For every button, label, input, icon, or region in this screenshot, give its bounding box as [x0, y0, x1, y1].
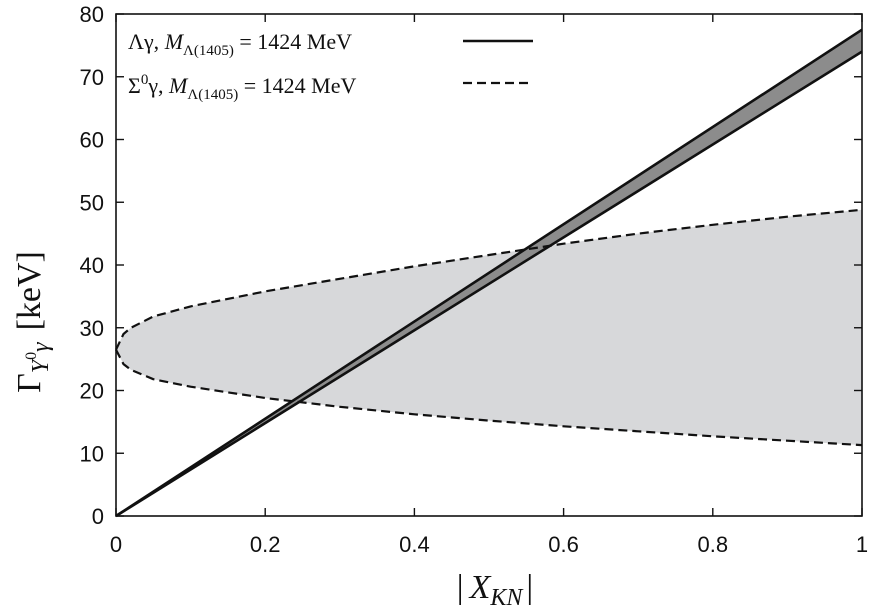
series-lines — [115, 28, 863, 518]
y-tick-label: 0 — [92, 504, 104, 529]
x-tick-label: 0.6 — [548, 532, 579, 557]
y-tick-label: 20 — [80, 379, 104, 404]
legend-entry-lambda-gamma: Λγ, MΛ(1405) = 1424 MeV — [128, 29, 352, 59]
legend-entry-sigma-gamma: Σ0γ, MΛ(1405) = 1424 MeV — [128, 72, 356, 103]
y-tick-label: 80 — [80, 2, 104, 27]
y-tick-label: 70 — [80, 65, 104, 90]
x-tick-label: 0.2 — [250, 532, 281, 557]
y-tick-label: 40 — [80, 253, 104, 278]
y-tick-label: 30 — [80, 316, 104, 341]
y-axis-title: ΓY0γ[keV] — [11, 251, 54, 393]
series-1-lower-line — [115, 349, 863, 447]
x-tick-label: 0.4 — [399, 532, 430, 557]
series-1-upper-line — [115, 208, 863, 351]
series-0-lower-line — [115, 50, 863, 518]
y-tick-label: 10 — [80, 441, 104, 466]
x-tick-label: 1 — [856, 532, 868, 557]
legend: Λγ, MΛ(1405) = 1424 MeV Σ0γ, MΛ(1405) = … — [128, 29, 533, 103]
x-tick-label: 0 — [110, 532, 122, 557]
band-1 — [116, 209, 862, 446]
x-axis-title: | XKN | — [457, 569, 533, 606]
series-0-upper-line — [115, 28, 863, 518]
y-tick-label: 50 — [80, 190, 104, 215]
x-tick-label: 0.8 — [698, 532, 729, 557]
y-tick-label: 60 — [80, 128, 104, 153]
ticks — [115, 13, 863, 517]
